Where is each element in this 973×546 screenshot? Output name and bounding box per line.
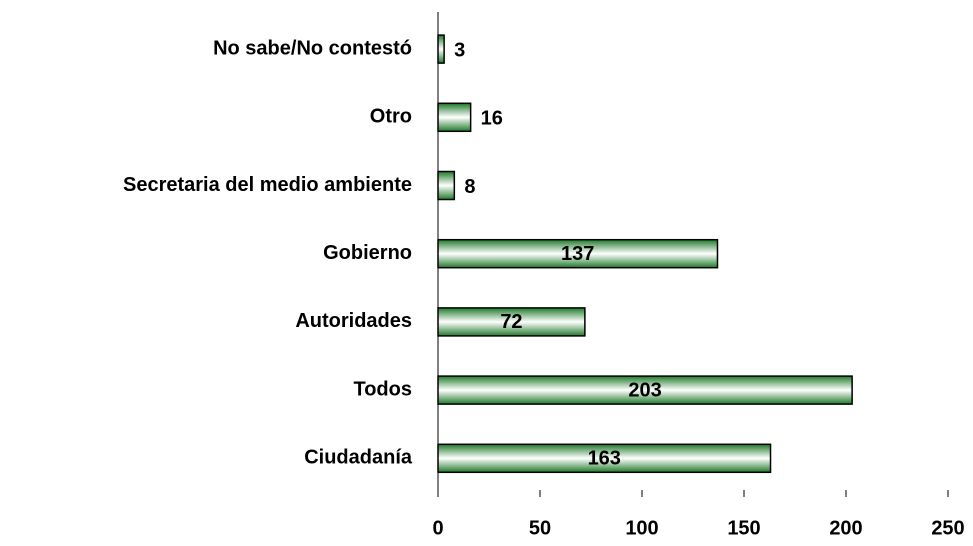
x-tick-label: 50 [529, 517, 551, 539]
value-label: 3 [454, 39, 465, 61]
value-label: 203 [628, 379, 661, 401]
x-tick-label: 100 [625, 517, 658, 539]
bar [437, 102, 472, 133]
value-label: 137 [561, 243, 594, 265]
y-tick-label: Todos [353, 378, 412, 400]
bar [437, 307, 586, 337]
y-tick-label: Ciudadanía [304, 447, 413, 469]
bar [437, 443, 772, 474]
value-label: 72 [500, 311, 522, 333]
x-tick-label: 0 [432, 517, 443, 539]
y-tick-label: Gobierno [323, 242, 412, 264]
value-label: 163 [588, 448, 621, 470]
bar [437, 238, 719, 269]
y-tick-label: Secretaria del medio ambiente [123, 174, 412, 196]
value-label: 8 [464, 176, 475, 198]
x-tick-label: 200 [829, 517, 862, 539]
y-tick-label: No sabe/No contestó [213, 37, 412, 59]
value-label: 16 [481, 108, 503, 130]
bar [437, 375, 853, 405]
y-tick-label: Otro [370, 106, 412, 128]
x-tick-label: 250 [931, 517, 964, 539]
y-tick-label: Autoridades [295, 310, 412, 332]
bar [437, 170, 456, 201]
bar [437, 34, 445, 64]
x-tick-label: 150 [727, 517, 760, 539]
